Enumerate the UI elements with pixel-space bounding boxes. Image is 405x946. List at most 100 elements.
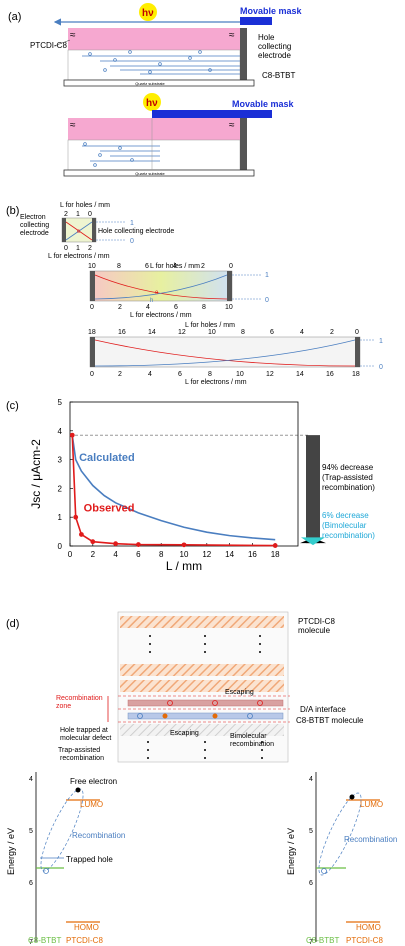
- panel-b-small: L for holes / mm 2 1 0 e 1 0 0 1 2 L for…: [20, 202, 174, 260]
- tick-label: 12: [178, 329, 186, 336]
- data-point: [69, 432, 75, 438]
- tick-label: 16: [326, 371, 334, 378]
- l-electrons-label-3: L for electrons / mm: [185, 379, 247, 386]
- break-mark-2: ≈: [229, 30, 235, 41]
- hole-trapped-label-2: molecular defect: [60, 735, 111, 742]
- panel-c-label: (c): [6, 400, 19, 412]
- tick-label: 4: [300, 329, 304, 336]
- data-point: [90, 539, 96, 545]
- movable-mask-label-top: Movable mask: [240, 6, 303, 16]
- tick-label: 6: [178, 371, 182, 378]
- tick-label: 2: [64, 211, 68, 218]
- tick-label: 14: [296, 371, 304, 378]
- light-source-icon-bottom: [143, 93, 161, 111]
- l-holes-label-1: L for holes / mm: [60, 202, 110, 209]
- break-mark-4: ≈: [229, 120, 235, 131]
- annotation-94-line3: recombination): [322, 483, 375, 492]
- small-top-ticks: 2 1 0: [64, 211, 92, 218]
- energy-tick: 4: [309, 776, 313, 783]
- ellipsis-dots-bottom: [147, 741, 263, 759]
- annotation-6-line2: (Bimolecular: [322, 521, 367, 530]
- ptcdi-label: PTCDI-C8: [30, 41, 67, 50]
- ptcdi-layer-top: [68, 28, 240, 50]
- energy-tick: 5: [309, 828, 313, 835]
- data-point: [113, 541, 118, 547]
- hole-trapped-label-1: Hole trapped at: [60, 727, 108, 734]
- quartz-label-top: Quartz substrate: [135, 81, 165, 86]
- bimolecular-arrow: [301, 537, 325, 546]
- series-label-observed: Observed: [84, 502, 135, 514]
- tick-label: 6: [174, 304, 178, 311]
- y-tick-label: 5: [58, 398, 63, 407]
- data-point: [73, 514, 79, 520]
- panel-a-label: (a): [8, 11, 21, 23]
- series-line-observed: [71, 435, 276, 547]
- l-electrons-label-2: L for electrons / mm: [130, 312, 192, 319]
- y-tick-label: 1: [58, 513, 63, 522]
- trapped-hole-label: Trapped hole: [66, 855, 113, 864]
- x-axis-label: L / mm: [166, 559, 202, 573]
- x-tick-label: 6: [136, 550, 141, 559]
- panel-d-label: (d): [6, 618, 19, 630]
- x-tick-label: 10: [180, 550, 189, 559]
- tick-label: 0: [88, 211, 92, 218]
- tick-label: 8: [117, 263, 121, 270]
- electron-electrode-label-1: Electron: [20, 214, 46, 221]
- energy-diagram-left: Energy / eV 4 5 6 7 Free electron LUMO R…: [6, 772, 125, 946]
- tick-label: 6: [145, 263, 149, 270]
- l-electrons-label-1: L for electrons / mm: [48, 253, 110, 260]
- x-tick-label: 12: [202, 550, 211, 559]
- annotation-94-line1: 94% decrease: [322, 463, 374, 472]
- hole-electrode-label-3: electrode: [258, 51, 291, 60]
- electron-electrode-label-2: collecting: [20, 222, 49, 229]
- homo-label-left: HOMO: [74, 923, 99, 932]
- trap-assisted-label-2: recombination: [60, 755, 104, 762]
- c8btbt-layer-top: [67, 49, 241, 81]
- recombination-label-right: Recombination: [344, 835, 397, 844]
- tick-label: 2: [201, 263, 205, 270]
- tick-label: 16: [118, 329, 126, 336]
- tick-label: 4: [146, 304, 150, 311]
- energy-tick: 5: [29, 828, 33, 835]
- zero-label-small: 0: [130, 238, 134, 245]
- bimolecular-label-2: recombination: [230, 741, 274, 748]
- tick-label: 6: [270, 329, 274, 336]
- hole-electrode-label-1: Hole: [258, 33, 275, 42]
- annotation-6-line3: recombination): [322, 531, 375, 540]
- c8btbt-short-right: C8-BTBT: [306, 936, 339, 945]
- decrease-arrow-shaft: [306, 435, 320, 544]
- movable-mask-top[interactable]: [240, 17, 272, 25]
- energy-tick: 6: [309, 880, 313, 887]
- l-holes-label-2: L for holes / mm: [150, 263, 200, 270]
- data-point: [181, 542, 187, 548]
- big-bottom-ticks: 0 2 4 6 8 10 12 14 16 18: [90, 371, 360, 378]
- big-top-ticks: 18 16 14 12 10 8 6 4 2 0: [88, 329, 359, 336]
- e-label-small: e: [77, 229, 81, 235]
- tick-label: 2: [88, 245, 92, 252]
- lumo-label-right: LUMO: [360, 800, 383, 809]
- c8btbt-label: C8-BTBT: [262, 71, 295, 80]
- free-electron-label: Free electron: [70, 777, 117, 786]
- device-bottom: hν Movable mask Quartz substrate ≈ ≈: [63, 93, 295, 177]
- energy-axis-label-left: Energy / eV: [6, 828, 16, 875]
- series-line-calculated: [71, 435, 276, 541]
- recomb-zone-label-2: zone: [56, 703, 71, 710]
- tick-label: 4: [173, 263, 177, 270]
- tick-label: 1: [76, 211, 80, 218]
- data-point: [136, 542, 141, 547]
- energy-tick: 6: [29, 880, 33, 887]
- energy-tick: 4: [29, 776, 33, 783]
- movable-mask-bottom[interactable]: [152, 110, 272, 118]
- data-point: [79, 532, 84, 537]
- ptcdi-molecule-label-1: PTCDI-C8: [298, 617, 335, 626]
- e-label-mid: e: [155, 290, 159, 296]
- y-axis-label: Jsc / μAcm-2: [29, 439, 43, 509]
- zero-label-mid: 0: [265, 297, 269, 304]
- energy-axis-label-right: Energy / eV: [286, 828, 296, 875]
- hole-electrode-label-2: collecting: [258, 42, 291, 51]
- x-tick-label: 0: [68, 550, 73, 559]
- c8btbt-short-left: C8-BTBT: [28, 936, 61, 945]
- x-tick-label: 16: [248, 550, 257, 559]
- c8btbt-molecule-label: C8-BTBT molecule: [296, 716, 364, 725]
